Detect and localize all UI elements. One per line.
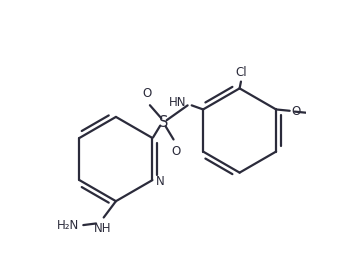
- Text: HN: HN: [169, 96, 187, 109]
- Text: S: S: [159, 115, 168, 130]
- Text: O: O: [292, 105, 301, 118]
- Text: NH: NH: [93, 222, 111, 235]
- Text: O: O: [143, 87, 152, 100]
- Text: O: O: [171, 145, 180, 158]
- Text: H₂N: H₂N: [57, 219, 79, 232]
- Text: N: N: [156, 175, 165, 188]
- Text: Cl: Cl: [235, 66, 247, 79]
